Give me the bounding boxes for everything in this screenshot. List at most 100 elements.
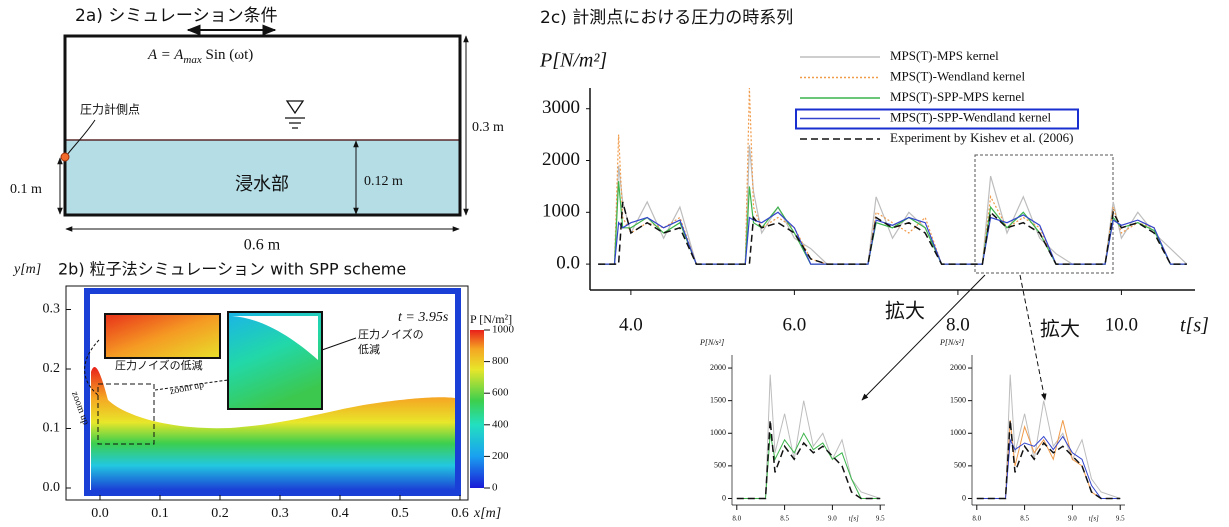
annotation: 拡大	[885, 299, 925, 323]
colorbar-label: P [N/m²]	[470, 312, 512, 326]
zoom-arrow	[1019, 274, 1047, 401]
colorbar-tick-label: 400	[492, 418, 509, 430]
x-axis-label: t[s]	[849, 515, 859, 523]
y-axis-label: P[N/m²]	[539, 50, 607, 72]
zoom-box	[97, 383, 155, 445]
y-tick-label: 0.1	[43, 421, 61, 436]
series-line	[976, 374, 1121, 499]
inset-mps	[104, 313, 221, 359]
x-tick-label: 10.0	[1105, 314, 1138, 335]
inset-surface	[232, 316, 318, 360]
y-tick-label: 0.0	[556, 252, 580, 273]
y-tick-label: 2000	[950, 363, 966, 372]
legend-label: MPS(T)-MPS kernel	[890, 48, 999, 63]
height-label: 0.3 m	[472, 120, 504, 135]
y-tick-label: 1500	[950, 395, 966, 404]
x-tick-label: 0.1	[151, 506, 169, 521]
water-level-symbol	[285, 100, 305, 129]
series-line	[736, 374, 881, 499]
colorbar-tick-label: 800	[492, 355, 509, 367]
legend-label: Experiment by Kishev et al. (2006)	[890, 130, 1073, 145]
y-tick-label: 2000	[710, 363, 726, 372]
series-line	[598, 144, 1188, 265]
annotation: 拡大	[1040, 317, 1080, 341]
y-tick-label: 1000	[542, 201, 580, 222]
x-tick-label: 8.0	[972, 515, 981, 523]
x-tick-label: 0.4	[331, 506, 349, 521]
x-tick-label: 9.0	[1068, 515, 1077, 523]
zoom-leader	[154, 379, 229, 391]
width-label: 0.6 m	[244, 237, 281, 254]
colorbar-tick-label: 200	[492, 450, 509, 462]
x-tick-label: 8.0	[732, 515, 741, 523]
series-line	[976, 420, 1121, 499]
colorbar-tick-label: 1000	[492, 324, 515, 336]
x-axis-label: t[s]	[1180, 315, 1209, 337]
zoom-leader	[84, 339, 100, 396]
x-tick-label: 0.5	[391, 506, 409, 521]
y-tick-label: 2000	[542, 149, 580, 170]
legend-label: MPS(T)-SPP-MPS kernel	[890, 89, 1025, 104]
x-tick-label: 0.2	[211, 506, 229, 521]
x-tick-label: 0.0	[91, 506, 109, 521]
formula-text: Sin (ωt)	[202, 47, 254, 63]
legend-highlight	[795, 108, 1079, 130]
x-axis-label: x[m]	[473, 506, 501, 521]
y-tick-label: 500	[954, 461, 966, 470]
y-tick-label: 1500	[710, 395, 726, 404]
depth-label: 0.12 m	[364, 174, 403, 189]
note: 圧力ノイズの低減	[115, 358, 203, 372]
y-tick-label: 500	[714, 461, 726, 470]
x-tick-label: 8.5	[1020, 515, 1029, 523]
panel-a: 2a) シミュレーション条件 A = Amax Sin (ωt) 圧力計側点 0…	[10, 6, 504, 254]
x-tick-label: 0.3	[271, 506, 289, 521]
zoom-arrow	[861, 274, 986, 401]
panel-b: y[m] 2b) 粒子法シミュレーション with SPP scheme 圧力ノ…	[12, 260, 512, 522]
chart-title: 2c) 計測点における圧力の時系列	[540, 8, 793, 28]
time-label: t = 3.95s	[398, 310, 449, 325]
x-tick-label: 0.6	[451, 506, 469, 521]
note-leader	[321, 337, 357, 351]
panel-b-title: 2b) 粒子法シミュレーション with SPP scheme	[58, 260, 406, 279]
y-tick-label: 0.3	[43, 302, 61, 317]
water	[65, 140, 460, 215]
gauge-height-label: 0.1 m	[10, 182, 42, 197]
legend-label: MPS(T)-SPP-Wendland kernel	[890, 109, 1051, 124]
gauge-leader	[66, 119, 96, 156]
y-axis-label: P[N/s²]	[939, 338, 964, 347]
gauge-point	[60, 152, 70, 162]
colorbar-tick-label: 600	[492, 387, 509, 399]
water-label: 浸水部	[235, 174, 289, 195]
gauge-label: 圧力計側点	[80, 102, 140, 117]
y-tick-label: 0.0	[43, 480, 61, 495]
series-line	[598, 201, 1187, 265]
x-axis-label: t[s]	[1089, 515, 1099, 523]
note: 圧力ノイズの	[358, 327, 424, 341]
formula-sub: max	[183, 54, 201, 66]
x-tick-label: 8.5	[780, 515, 789, 523]
tank	[63, 34, 462, 217]
x-tick-label: 9.0	[828, 515, 837, 523]
legend-label: MPS(T)-Wendland kernel	[890, 68, 1025, 83]
y-axis-label: P[N/s²]	[699, 338, 724, 347]
x-tick-label: 9.5	[1116, 515, 1125, 523]
y-tick-label: 1000	[950, 428, 966, 437]
y-tick-label: 3000	[542, 97, 580, 118]
x-tick-label: 6.0	[783, 314, 807, 335]
y-tick-label: 1000	[710, 428, 726, 437]
colorbar	[470, 330, 484, 488]
x-tick-label: 9.5	[876, 515, 885, 523]
fluid	[91, 367, 455, 490]
y-tick-label: 0.2	[43, 361, 61, 376]
formula-text: A = A	[147, 47, 184, 63]
note: 低減	[358, 342, 380, 356]
y-tick-label: 0	[722, 493, 726, 502]
x-tick-label: 8.0	[946, 314, 970, 335]
panel-a-title: 2a) シミュレーション条件	[75, 6, 278, 26]
formula: A = Amax Sin (ωt)	[147, 47, 253, 65]
x-tick-label: 4.0	[619, 314, 643, 335]
colorbar-tick-label: 0	[492, 482, 498, 494]
y-axis-label: y[m]	[12, 262, 41, 277]
y-tick-label: 0	[962, 493, 966, 502]
